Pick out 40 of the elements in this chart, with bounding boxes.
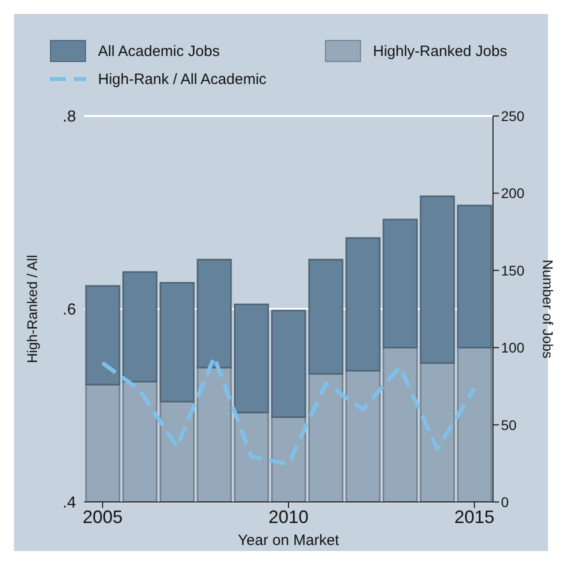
bar	[85, 285, 120, 386]
legend-label: Highly-Ranked Jobs	[373, 42, 508, 60]
legend-label: All Academic Jobs	[98, 42, 220, 60]
bar	[160, 400, 195, 502]
bar	[271, 416, 306, 502]
legend-label: High-Rank / All Academic	[98, 70, 266, 88]
y2-tick-label: 150	[501, 262, 525, 278]
bar	[346, 370, 380, 502]
bar	[346, 237, 380, 372]
bar	[420, 196, 455, 364]
y2-tick-label: 100	[501, 340, 525, 356]
bar	[122, 380, 158, 502]
x-tick-label: 2005	[82, 506, 123, 527]
bar	[457, 204, 492, 348]
y-tick-label: .8	[62, 108, 76, 126]
bar	[271, 310, 306, 418]
bar	[122, 271, 158, 382]
y-tick-label: .6	[62, 302, 76, 319]
y2-tick-label: 200	[501, 185, 525, 202]
bar	[382, 346, 418, 502]
y2-tick-label: 250	[501, 108, 525, 124]
y2-axis-title: Number of Jobs	[540, 260, 556, 358]
bar	[234, 304, 269, 414]
bar	[196, 258, 232, 368]
bar	[457, 346, 492, 502]
x-axis-title: Year on Market	[238, 532, 340, 549]
y-axis-title: High-Ranked / All	[24, 254, 40, 364]
bar	[160, 282, 195, 402]
bar	[308, 373, 344, 502]
y-tick-label: .4	[62, 494, 76, 512]
bar	[382, 218, 418, 348]
bar	[234, 412, 269, 502]
x-tick-label: 2015	[454, 506, 494, 527]
bar	[196, 366, 232, 502]
bar	[85, 384, 120, 502]
x-tick-label: 2010	[268, 506, 309, 527]
bar	[420, 362, 455, 502]
bar	[308, 258, 344, 375]
y2-tick-label: 0	[501, 494, 509, 510]
y2-tick-label: 50	[501, 416, 517, 433]
